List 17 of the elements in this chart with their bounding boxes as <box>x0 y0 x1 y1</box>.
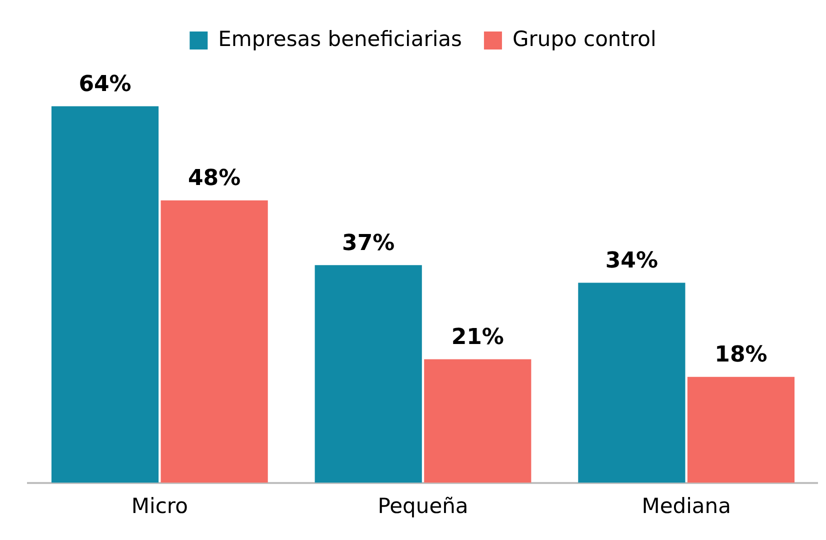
data-label: 18% <box>714 342 768 368</box>
bar <box>314 265 422 483</box>
data-label: 34% <box>605 248 658 274</box>
data-label: 64% <box>78 72 132 97</box>
data-label: 37% <box>342 230 395 256</box>
data-label: 21% <box>451 324 504 350</box>
data-label: 48% <box>188 166 241 192</box>
bar <box>51 106 159 483</box>
x-tick-label: Mediana <box>642 494 731 518</box>
bar <box>160 200 268 483</box>
bar <box>578 282 686 483</box>
x-tick-label: Micro <box>131 494 188 518</box>
legend-label: Grupo control <box>512 26 656 51</box>
legend-label: Empresas beneficiarias <box>218 26 462 51</box>
bar <box>687 376 795 483</box>
bar <box>424 359 532 483</box>
x-tick-label: Pequeña <box>378 494 468 518</box>
